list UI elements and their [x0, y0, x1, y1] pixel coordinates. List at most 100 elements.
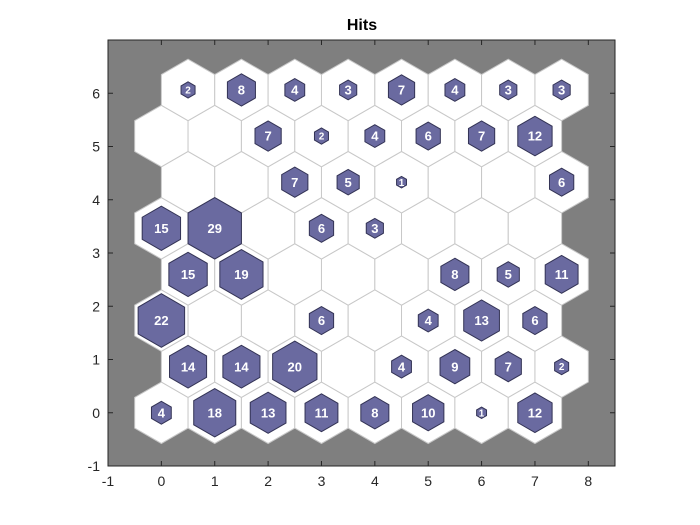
hit-hexagon — [308, 305, 335, 336]
hit-hexagon — [552, 79, 571, 101]
hit-count-label: 5 — [505, 267, 512, 282]
x-tick-label: 6 — [478, 473, 486, 489]
hit-hexagon — [272, 340, 318, 393]
y-tick-label: 0 — [92, 405, 100, 421]
x-tick-label: 1 — [211, 473, 219, 489]
hit-hexagon — [467, 120, 496, 152]
x-tick-label: 0 — [157, 473, 165, 489]
hit-count-label: 5 — [345, 175, 352, 190]
x-tick-label: 8 — [584, 473, 592, 489]
hit-hexagon — [544, 254, 579, 294]
hit-hexagon — [517, 115, 553, 157]
y-tick-label: 3 — [92, 245, 100, 261]
hit-count-label: 18 — [208, 405, 222, 420]
hit-count-label: 3 — [371, 221, 378, 236]
hit-hexagon — [254, 120, 282, 152]
y-tick-label: 4 — [92, 192, 100, 208]
hit-count-label: 15 — [154, 221, 168, 236]
hit-hexagon — [180, 81, 196, 99]
hit-count-label: 4 — [398, 359, 406, 374]
hexagon-grid — [134, 58, 589, 445]
hit-count-label: 6 — [318, 313, 325, 328]
hit-count-label: 10 — [421, 405, 435, 420]
hit-hexagon — [412, 394, 445, 432]
hit-hexagon — [499, 79, 518, 101]
hit-count-label: 2 — [185, 86, 191, 97]
hit-hexagon — [417, 308, 439, 333]
hit-hexagon — [226, 73, 256, 107]
hit-count-label: 8 — [238, 83, 245, 98]
hit-count-label: 2 — [319, 132, 325, 143]
hit-count-label: 14 — [234, 359, 249, 374]
hit-hexagon — [391, 354, 412, 379]
y-tick-label: 1 — [92, 352, 100, 368]
hit-hexagon — [193, 387, 237, 438]
hit-hexagon — [187, 196, 242, 260]
hit-count-label: 22 — [154, 313, 168, 328]
y-tick-label: 6 — [92, 85, 100, 101]
hit-hexagon — [339, 79, 358, 101]
hit-count-label: 3 — [345, 83, 352, 98]
hit-count-label: 20 — [288, 359, 302, 374]
hit-hexagon — [517, 392, 553, 434]
hit-count-label: 4 — [291, 83, 299, 98]
hit-count-label: 6 — [425, 129, 432, 144]
x-tick-label: 4 — [371, 473, 379, 489]
hit-count-label: 7 — [264, 129, 271, 144]
y-tick-label: -1 — [88, 458, 101, 474]
hit-hexagon — [336, 168, 360, 196]
hit-count-label: 6 — [318, 221, 325, 236]
hit-hexagon — [476, 406, 488, 420]
hit-count-label: 14 — [181, 359, 196, 374]
hit-hexagon — [496, 261, 520, 288]
y-tick-label: 5 — [92, 139, 100, 155]
hit-count-label: 7 — [505, 359, 512, 374]
hit-count-label: 1 — [479, 408, 485, 419]
hit-hexagon — [249, 391, 287, 434]
hit-hexagon — [444, 77, 466, 102]
hit-hexagon — [494, 350, 522, 383]
x-tick-label: -1 — [102, 473, 115, 489]
x-tick-label: 3 — [318, 473, 326, 489]
hit-count-label: 6 — [531, 313, 538, 328]
hit-count-label: 4 — [451, 83, 459, 98]
hit-hexagon — [222, 344, 261, 389]
hit-count-label: 13 — [261, 405, 275, 420]
hit-count-label: 19 — [234, 267, 248, 282]
hit-hexagon — [387, 74, 416, 106]
hit-count-label: 7 — [291, 175, 298, 190]
hit-count-label: 3 — [505, 83, 512, 98]
hit-count-label: 8 — [371, 405, 378, 420]
hit-hexagon — [281, 166, 309, 198]
hit-count-label: 11 — [315, 405, 329, 420]
hit-hexagon — [463, 299, 500, 342]
hit-hexagon — [169, 344, 208, 389]
hit-count-label: 8 — [451, 267, 458, 282]
hit-hexagon — [150, 400, 172, 425]
hit-count-label: 12 — [528, 405, 542, 420]
hit-hexagon — [284, 77, 306, 102]
hit-hexagon — [219, 248, 264, 300]
hit-count-label: 7 — [398, 83, 405, 98]
hit-hexagon — [308, 213, 335, 243]
hit-count-label: 4 — [158, 405, 166, 420]
x-tick-label: 5 — [424, 473, 432, 489]
hit-hexagon — [313, 127, 329, 145]
hit-count-label: 1 — [399, 178, 405, 189]
hit-count-label: 2 — [559, 362, 565, 373]
hit-hexagon — [554, 357, 570, 376]
hit-count-label: 6 — [558, 175, 565, 190]
hit-hexagon — [415, 121, 441, 151]
x-tick-label: 7 — [531, 473, 539, 489]
hit-count-label: 9 — [451, 359, 458, 374]
hit-count-label: 15 — [181, 267, 195, 282]
hit-hexagon — [440, 257, 470, 292]
hit-hexagon — [137, 293, 186, 348]
hit-hexagon — [364, 124, 386, 149]
hit-count-label: 3 — [558, 83, 565, 98]
hit-count-label: 4 — [371, 129, 379, 144]
chart-title: Hits — [347, 17, 377, 34]
hit-count-label: 29 — [208, 221, 222, 236]
